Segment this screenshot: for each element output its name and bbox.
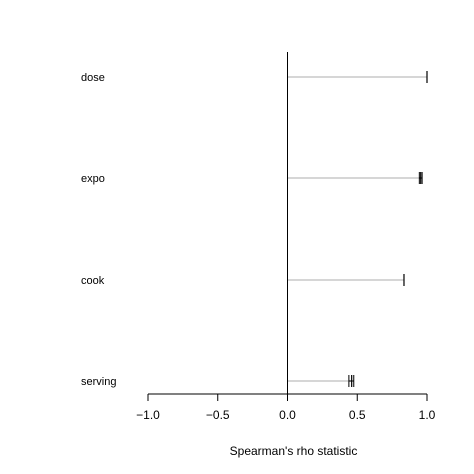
x-tick-label-2: 0.0 (279, 408, 296, 422)
x-tick-label-4: 1.0 (419, 408, 436, 422)
category-labels: dose expo cook serving (81, 72, 116, 388)
estimate-markers (348, 71, 428, 387)
x-axis-title: Spearman's rho statistic (230, 444, 358, 458)
category-label-serving: serving (81, 376, 116, 388)
x-tick-label-1: −0.5 (206, 408, 230, 422)
x-tick-label-0: −1.0 (136, 408, 160, 422)
category-label-cook: cook (81, 275, 105, 287)
estimate-segments (287, 76, 427, 382)
category-label-expo: expo (81, 173, 105, 185)
x-axis: −1.0 −0.5 0.0 0.5 1.0 (136, 393, 436, 422)
category-label-dose: dose (81, 72, 105, 84)
x-tick-label-3: 0.5 (349, 408, 366, 422)
